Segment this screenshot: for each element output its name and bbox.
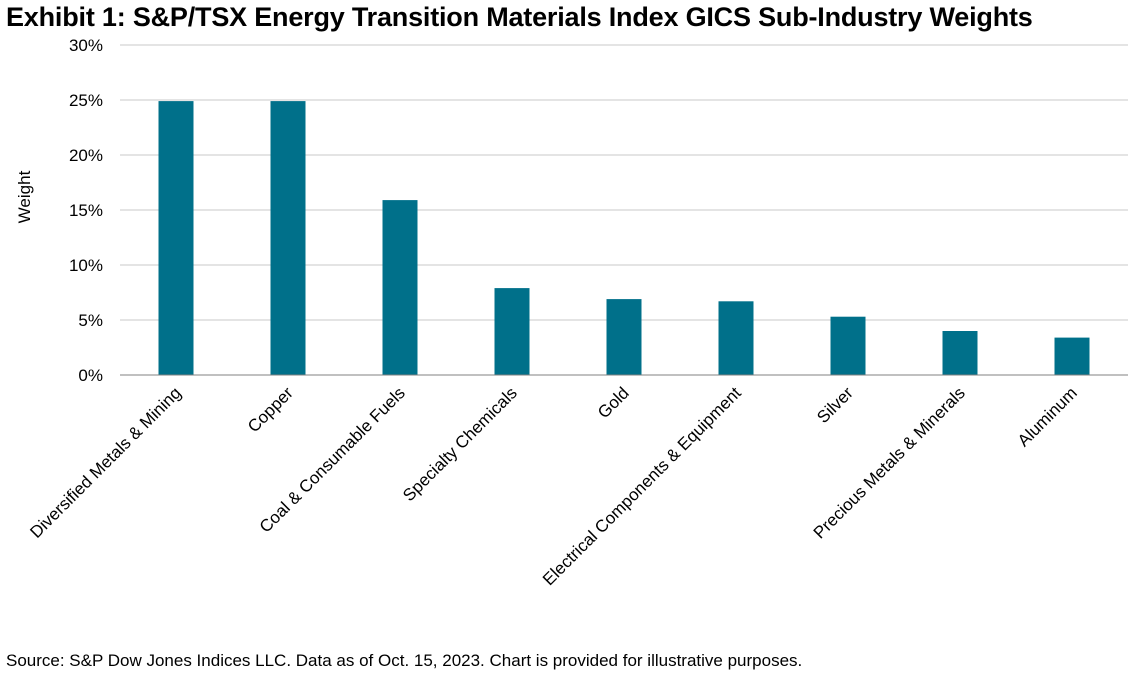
bar — [158, 101, 194, 375]
bar — [270, 101, 306, 375]
source-note: Source: S&P Dow Jones Indices LLC. Data … — [6, 651, 803, 670]
bar — [494, 288, 530, 375]
x-tick-label: Aluminum — [1014, 383, 1081, 450]
y-tick-label: 10% — [69, 256, 103, 275]
y-tick-label: 20% — [69, 146, 103, 165]
y-tick-label: 25% — [69, 91, 103, 110]
bar — [718, 301, 754, 375]
y-tick-label: 30% — [69, 36, 103, 55]
x-tick-label: Silver — [813, 383, 857, 427]
x-tick-label: Copper — [244, 383, 297, 436]
chart-title: Exhibit 1: S&P/TSX Energy Transition Mat… — [6, 2, 1033, 32]
y-tick-label: 15% — [69, 201, 103, 220]
bar — [606, 299, 642, 375]
y-tick-label: 5% — [78, 311, 103, 330]
bar-series — [158, 101, 1090, 375]
y-tick-label: 0% — [78, 366, 103, 385]
y-axis-tick-labels: 0% 5% 10% 15% 20% 25% 30% — [69, 36, 103, 385]
bar — [382, 200, 418, 375]
y-axis-label: Weight — [15, 170, 34, 223]
x-tick-label: Gold — [594, 383, 633, 422]
x-tick-label: Diversified Metals & Mining — [26, 383, 184, 541]
bar — [830, 316, 866, 375]
bar — [1054, 337, 1090, 375]
x-tick-label: Specialty Chemicals — [399, 383, 521, 505]
x-tick-label: Electrical Components & Equipment — [539, 383, 745, 589]
bar — [942, 331, 978, 375]
